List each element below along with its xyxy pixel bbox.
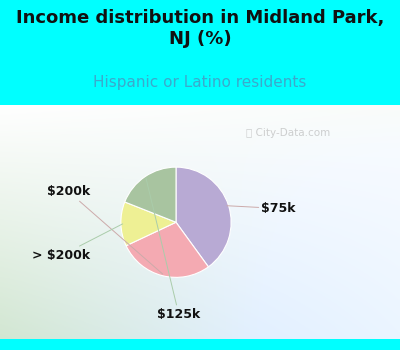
Text: ⓘ City-Data.com: ⓘ City-Data.com — [246, 128, 330, 138]
Text: $75k: $75k — [227, 202, 296, 215]
Text: $200k: $200k — [47, 186, 163, 274]
Text: Hispanic or Latino residents: Hispanic or Latino residents — [93, 75, 307, 90]
Text: $125k: $125k — [146, 178, 200, 321]
Wedge shape — [126, 222, 208, 277]
Wedge shape — [176, 167, 231, 267]
Text: > $200k: > $200k — [32, 224, 122, 262]
Text: Income distribution in Midland Park,
NJ (%): Income distribution in Midland Park, NJ … — [16, 9, 384, 48]
Wedge shape — [125, 167, 176, 222]
Wedge shape — [121, 202, 176, 246]
